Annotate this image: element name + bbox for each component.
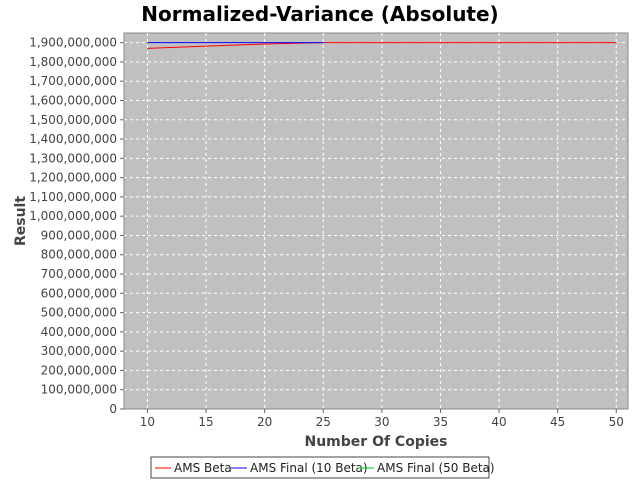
- axes: 0 100,000,000 200,000,000 300,000,000 400,00…: [29, 36, 624, 429]
- series-line-1: [147, 42, 617, 49]
- y-tick-label: 100,000,000: [41, 383, 117, 397]
- y-tick-label: 1,200,000,000: [29, 171, 117, 185]
- grid: [124, 33, 628, 409]
- plot-area: [123, 32, 629, 410]
- y-tick-label: 600,000,000: [41, 286, 117, 300]
- y-tick-label: 300,000,000: [41, 344, 117, 358]
- legend-label-1: AMS Beta: [174, 461, 232, 475]
- y-tick-label: 200,000,000: [41, 363, 117, 377]
- y-tick-label: 1,500,000,000: [29, 113, 117, 127]
- x-tick-label: 10: [140, 415, 155, 429]
- legend-box: [150, 456, 490, 479]
- x-tick-label: 40: [491, 415, 506, 429]
- y-tick-label: 0: [109, 402, 117, 416]
- y-tick-label: 1,800,000,000: [29, 55, 117, 69]
- y-tick-label: 900,000,000: [41, 228, 117, 242]
- y-tick-label: 1,100,000,000: [29, 190, 117, 204]
- y-tick-label: 700,000,000: [41, 267, 117, 281]
- y-tick-label: 1,900,000,000: [29, 36, 117, 50]
- y-tick-label: 800,000,000: [41, 248, 117, 262]
- x-tick-label: 50: [609, 415, 624, 429]
- x-tick-label: 35: [433, 415, 448, 429]
- y-tick-label: 1,300,000,000: [29, 151, 117, 165]
- legend-label-3: AMS Final (50 Beta): [377, 461, 495, 475]
- x-tick-label: 30: [374, 415, 389, 429]
- chart-title: Normalized-Variance (Absolute): [141, 2, 498, 26]
- y-tick-label: 1,700,000,000: [29, 74, 117, 88]
- x-tick-label: 45: [550, 415, 565, 429]
- legend-label-2: AMS Final (10 Beta): [250, 461, 368, 475]
- y-tick-label: 1,600,000,000: [29, 93, 117, 107]
- y-tick-label: 400,000,000: [41, 325, 117, 339]
- y-tick-label: 500,000,000: [41, 306, 117, 320]
- x-axis-label: Number Of Copies: [305, 434, 448, 450]
- x-tick-label: 15: [198, 415, 213, 429]
- series: [147, 42, 617, 49]
- y-tick-label: 1,000,000,000: [29, 209, 117, 223]
- x-tick-label: 20: [257, 415, 272, 429]
- y-axis-label: Result: [13, 196, 29, 246]
- y-tick-label: 1,400,000,000: [29, 132, 117, 146]
- legend: AMS Beta AMS Final (10 Beta) AMS Final (50…: [150, 456, 495, 479]
- x-tick-label: 25: [316, 415, 331, 429]
